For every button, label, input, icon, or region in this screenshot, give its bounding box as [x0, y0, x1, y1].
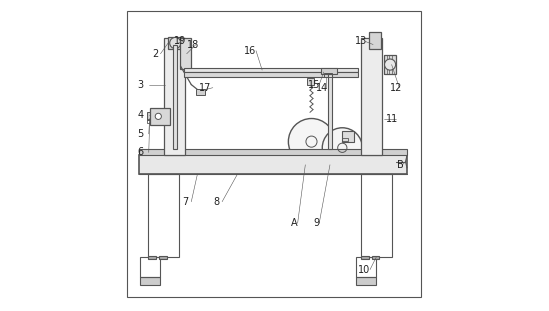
Text: 11: 11 [385, 114, 397, 123]
Bar [328, 74, 333, 149]
Text: 5: 5 [137, 129, 143, 139]
Text: 18: 18 [187, 39, 199, 49]
Bar [324, 73, 332, 77]
Text: 7: 7 [182, 197, 188, 207]
Circle shape [288, 118, 334, 165]
Bar [356, 277, 376, 285]
Bar [148, 174, 179, 257]
Text: B: B [397, 160, 404, 170]
Text: 19: 19 [175, 36, 187, 46]
Text: A: A [291, 218, 298, 228]
Bar [159, 256, 167, 259]
Text: 3: 3 [137, 80, 143, 90]
Bar [173, 44, 177, 149]
Bar [141, 257, 160, 277]
Bar [321, 68, 337, 74]
Bar [372, 256, 379, 259]
Bar [148, 256, 156, 259]
Text: 12: 12 [390, 83, 402, 93]
Bar [368, 32, 381, 49]
Text: 8: 8 [213, 197, 219, 207]
Circle shape [155, 113, 161, 119]
Bar [307, 78, 314, 85]
Bar [147, 112, 150, 120]
Circle shape [322, 128, 362, 168]
Text: 2: 2 [153, 49, 159, 59]
Bar [183, 72, 358, 77]
Bar [341, 131, 354, 142]
Bar [141, 277, 160, 285]
Circle shape [384, 59, 396, 70]
Circle shape [170, 37, 181, 49]
Text: 10: 10 [358, 265, 370, 275]
Bar [183, 68, 358, 72]
Bar [181, 38, 191, 69]
Bar [164, 38, 185, 156]
Bar [147, 119, 150, 123]
Text: 13: 13 [355, 36, 367, 46]
Text: 16: 16 [244, 46, 256, 56]
Bar [139, 149, 407, 156]
Text: 9: 9 [313, 218, 319, 228]
Bar [343, 138, 348, 141]
Bar [356, 257, 376, 277]
Text: 6: 6 [137, 147, 143, 157]
Text: 15: 15 [309, 80, 321, 90]
Bar [361, 38, 382, 156]
Text: 14: 14 [316, 83, 328, 93]
Bar [384, 55, 396, 74]
Bar [196, 89, 205, 95]
Text: 17: 17 [199, 83, 211, 93]
Text: 4: 4 [137, 110, 143, 120]
Bar [361, 256, 368, 259]
Bar [168, 37, 182, 49]
Bar [361, 174, 391, 257]
Bar [150, 108, 170, 125]
Bar [139, 156, 407, 174]
